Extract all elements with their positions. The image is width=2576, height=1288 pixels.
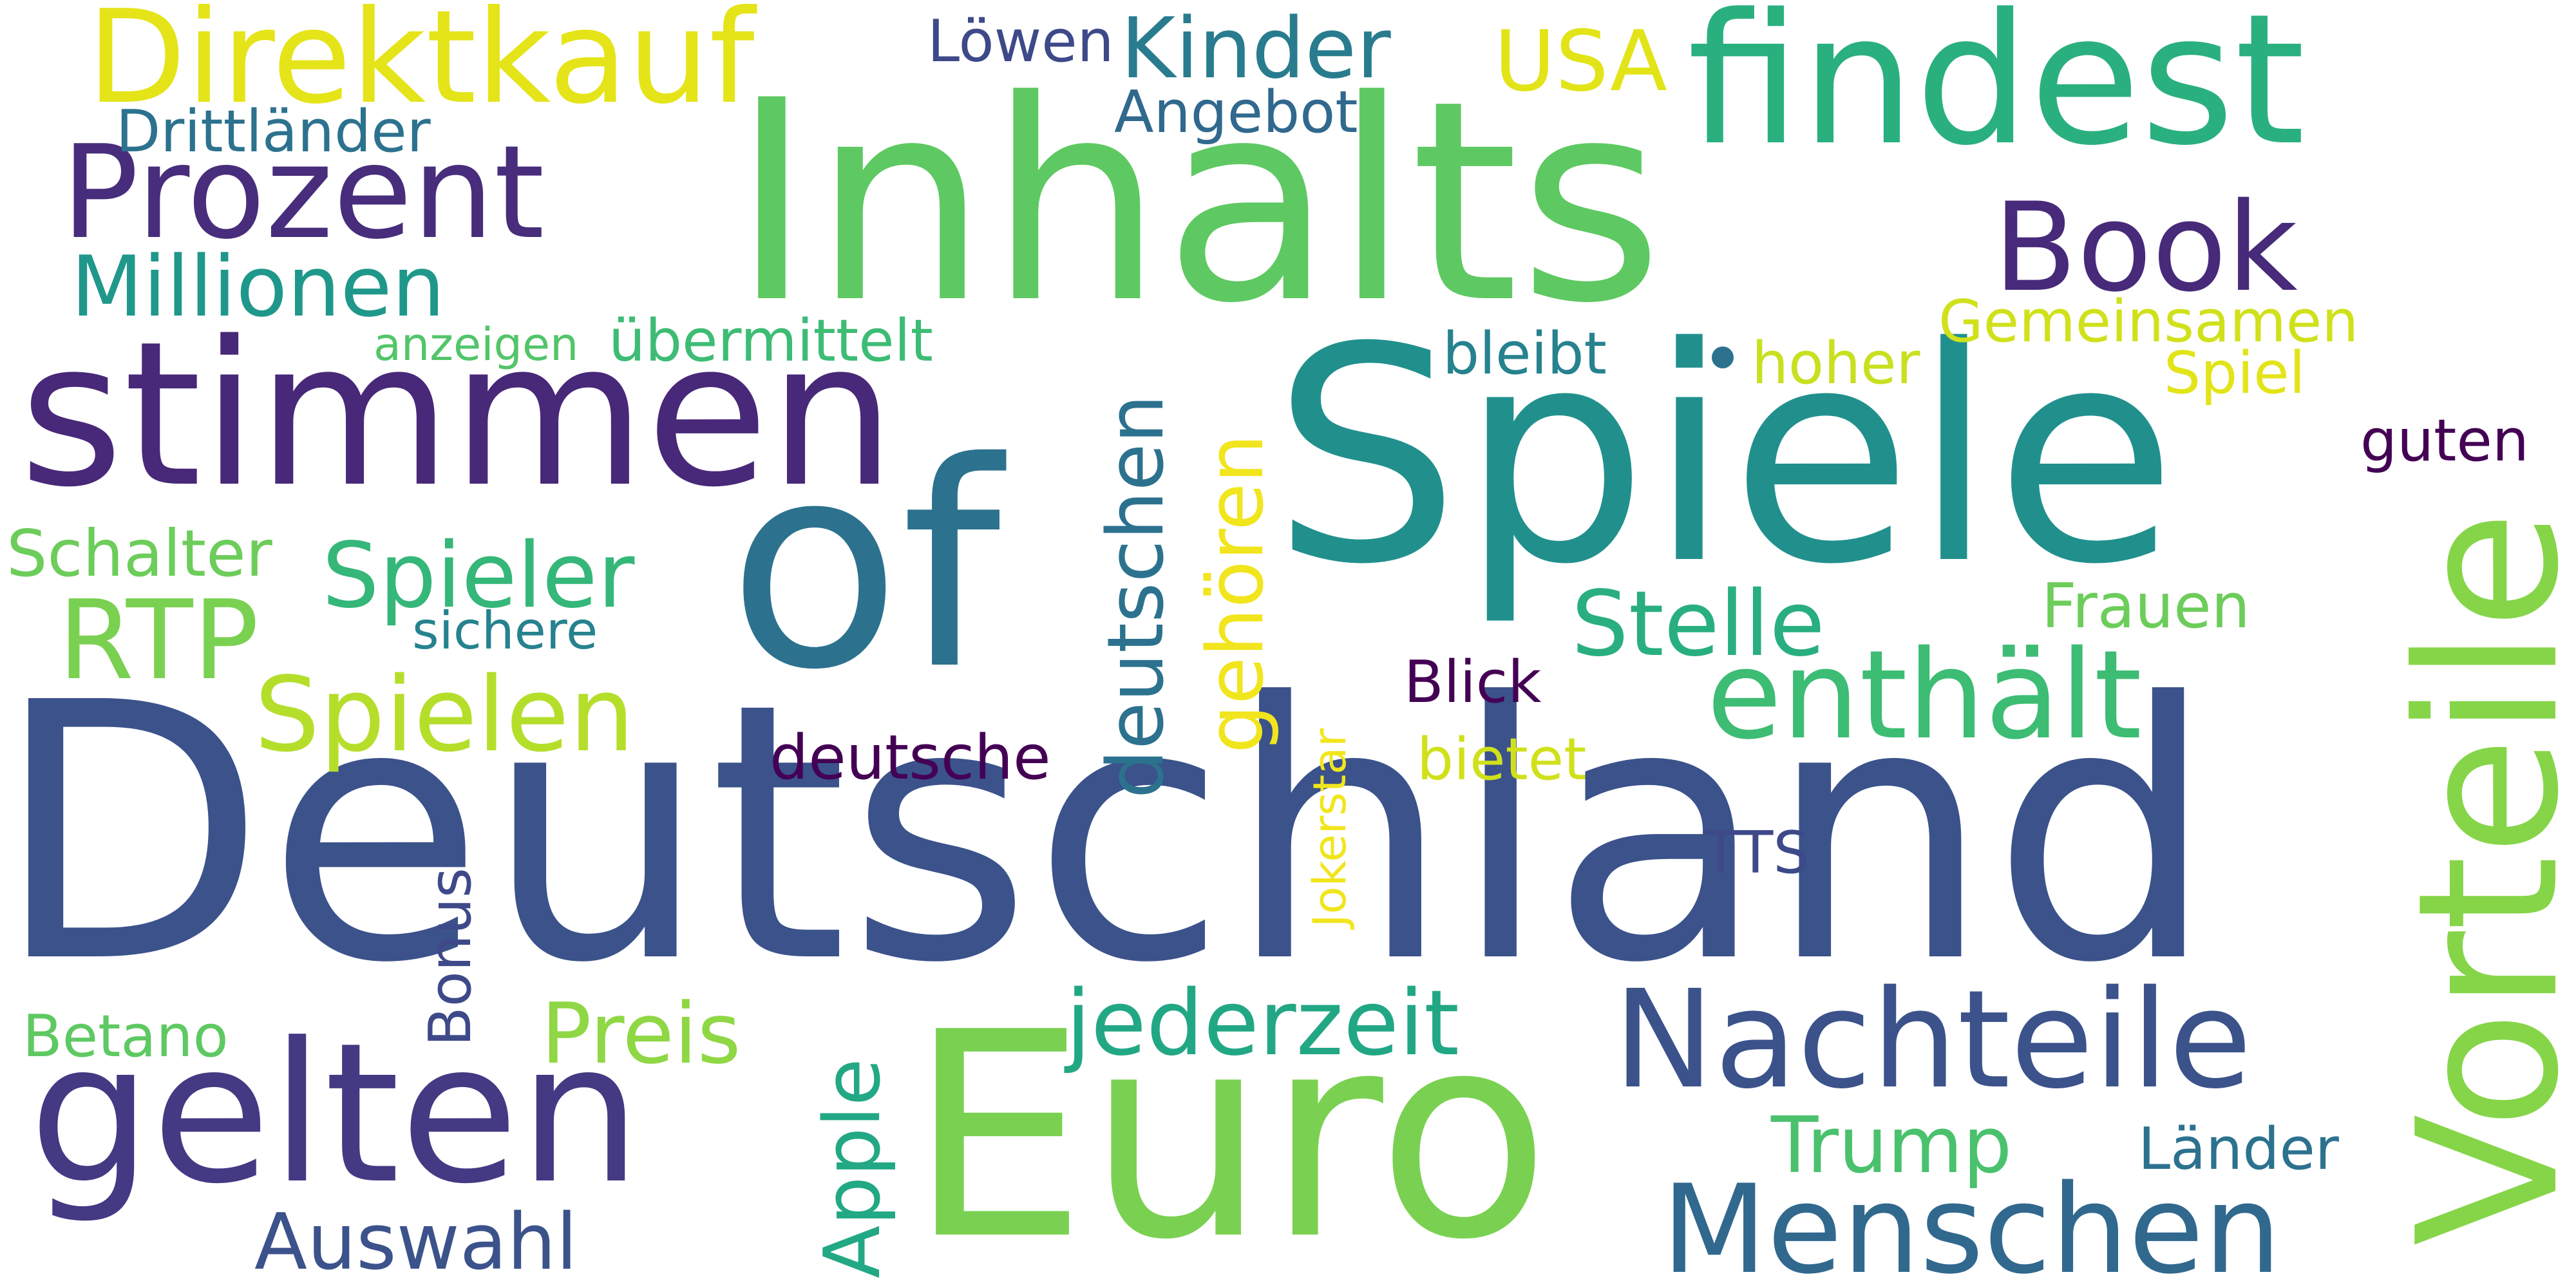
word-book: Book [1993, 176, 2298, 319]
word-jokerstar: Jokerstar [1303, 728, 1356, 927]
word-euro: Euro [908, 972, 1551, 1288]
word-spielen: Spielen [254, 654, 635, 775]
word-deutsche: deutsche [770, 723, 1051, 793]
word-spieler: Spieler [322, 524, 635, 629]
word-usa: USA [1494, 12, 1668, 110]
word-gehoeren: gehören [1191, 433, 1281, 753]
word-tts: TTS [1703, 819, 1810, 887]
word-sichere: sichere [412, 601, 598, 661]
word-prozent: Prozent [61, 118, 545, 268]
word-anzeigen: anzeigen [374, 318, 579, 371]
word-nachteile: Nachteile [1613, 961, 2252, 1119]
word-preis: Preis [541, 985, 741, 1083]
word-spiel: Spiel [2164, 339, 2306, 407]
word-loewen: Löwen [927, 8, 1114, 75]
word-enthaelt: enthält [1707, 624, 2142, 766]
word-kinder: Kinder [1121, 0, 1391, 97]
word-hoher: hoher [1752, 330, 1920, 397]
word-gemeinsamen: Gemeinsamen [1938, 288, 2359, 355]
word-stelle: Stelle [1571, 572, 1825, 677]
word-angebot: Angebot [1114, 79, 1358, 146]
word-inhalts: Inhalts [731, 42, 1663, 364]
word-millionen: Millionen [71, 238, 445, 336]
word-bleibt: bleibt [1443, 320, 1607, 388]
word-apple: Apple [808, 1058, 898, 1278]
word-direktkauf: Direktkauf [87, 0, 755, 133]
word-deutschland: Deutschland [0, 627, 2217, 1040]
word-gelten: gelten [29, 1001, 641, 1226]
word-guten: guten [2360, 407, 2529, 475]
word-deutschen: deutschen [1092, 394, 1181, 799]
word-blick: Blick [1404, 649, 1542, 716]
word-rtp: RTP [58, 577, 260, 705]
word-auswahl: Auswahl [254, 1198, 578, 1287]
word-drittlaender: Drittländer [116, 98, 431, 166]
word-trump: Trump [1771, 1101, 2012, 1191]
word-uebermittelt: übermittelt [609, 307, 933, 375]
word-menschen: Menschen [1662, 1159, 2282, 1288]
word-of: of [728, 402, 1001, 732]
dot-mark [1712, 346, 1734, 368]
word-schalter: Schalter [6, 516, 272, 591]
word-bietet: bietet [1417, 726, 1587, 793]
word-bonus: Bonus [417, 867, 484, 1046]
word-frauen: Frauen [2041, 571, 2250, 642]
word-vorteile: Vorteile [2376, 510, 2576, 1246]
word-betano: Betano [23, 1003, 229, 1070]
word-stimmen: stimmen [19, 299, 896, 531]
word-jederzeit: jederzeit [1066, 971, 1459, 1076]
word-laender: Länder [2138, 1115, 2339, 1183]
word-findest: findest [1687, 0, 2306, 185]
